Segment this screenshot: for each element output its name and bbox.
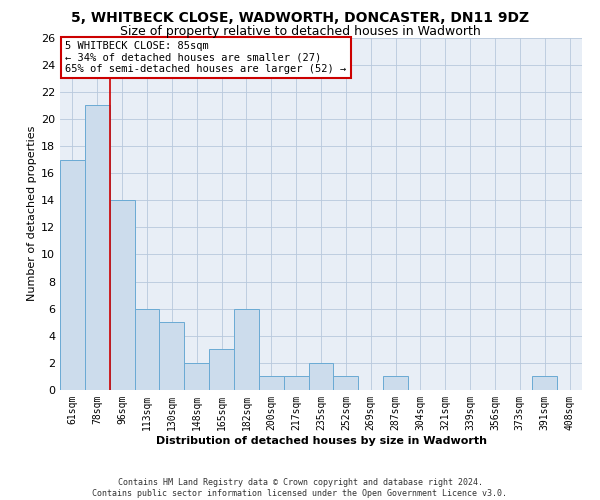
Bar xyxy=(383,376,408,390)
Bar xyxy=(160,322,184,390)
Y-axis label: Number of detached properties: Number of detached properties xyxy=(27,126,37,302)
Text: Size of property relative to detached houses in Wadworth: Size of property relative to detached ho… xyxy=(119,24,481,38)
Bar xyxy=(60,160,85,390)
Bar xyxy=(532,376,557,390)
Bar xyxy=(85,106,110,390)
Bar xyxy=(134,308,160,390)
Text: 5, WHITBECK CLOSE, WADWORTH, DONCASTER, DN11 9DZ: 5, WHITBECK CLOSE, WADWORTH, DONCASTER, … xyxy=(71,11,529,25)
Bar xyxy=(209,350,234,390)
Bar xyxy=(308,363,334,390)
Bar xyxy=(184,363,209,390)
Bar xyxy=(259,376,284,390)
Text: 5 WHITBECK CLOSE: 85sqm
← 34% of detached houses are smaller (27)
65% of semi-de: 5 WHITBECK CLOSE: 85sqm ← 34% of detache… xyxy=(65,41,346,74)
Bar xyxy=(284,376,308,390)
Bar xyxy=(110,200,134,390)
X-axis label: Distribution of detached houses by size in Wadworth: Distribution of detached houses by size … xyxy=(155,436,487,446)
Bar xyxy=(234,308,259,390)
Text: Contains HM Land Registry data © Crown copyright and database right 2024.
Contai: Contains HM Land Registry data © Crown c… xyxy=(92,478,508,498)
Bar xyxy=(334,376,358,390)
